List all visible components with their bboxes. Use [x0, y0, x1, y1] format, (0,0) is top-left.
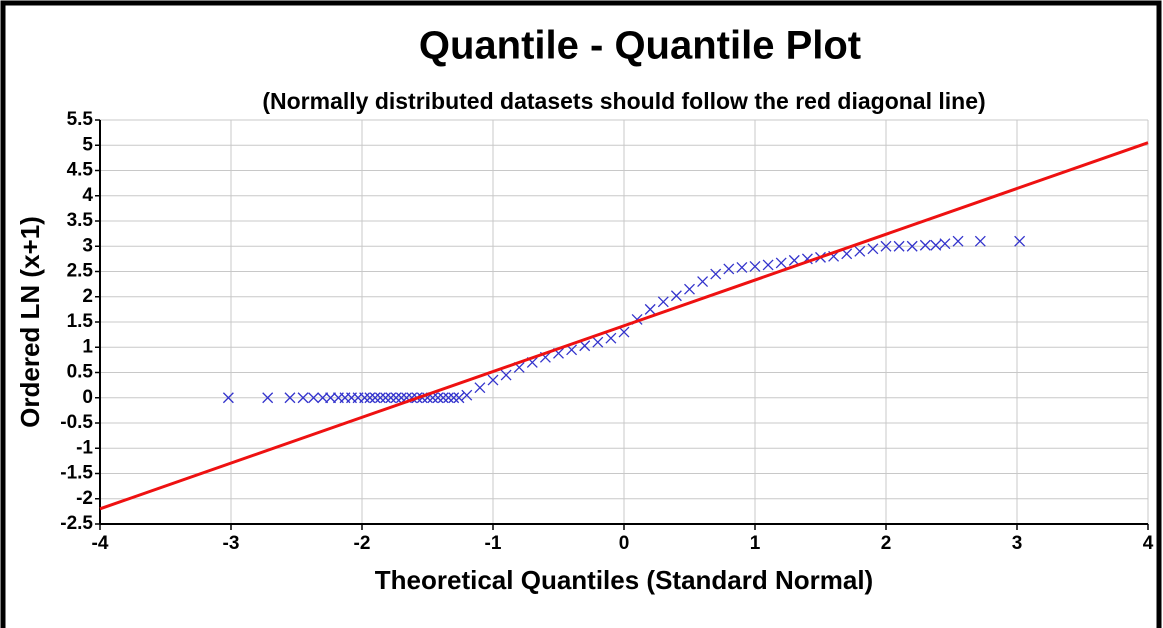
point: [952, 235, 964, 247]
point: [284, 392, 296, 404]
point: [762, 259, 774, 271]
point: [592, 336, 604, 348]
y-tick-label: 0.5: [67, 362, 94, 383]
point: [380, 392, 392, 404]
point: [644, 303, 656, 315]
x-tick-label: 3: [1012, 533, 1023, 554]
point: [906, 240, 918, 252]
point: [893, 240, 905, 252]
point: [670, 290, 682, 302]
point: [474, 382, 486, 394]
y-tick-label: 0: [82, 387, 93, 408]
point: [684, 283, 695, 295]
point: [390, 392, 402, 404]
point: [437, 392, 449, 404]
x-tick-label: -1: [485, 533, 502, 554]
point: [919, 239, 931, 251]
y-tick-label: 2.5: [67, 261, 94, 282]
point: [974, 235, 986, 247]
point: [297, 392, 309, 404]
point: [443, 392, 454, 404]
x-axis-title: Theoretical Quantiles (Standard Normal): [375, 565, 873, 595]
point: [930, 239, 942, 251]
point: [432, 392, 444, 404]
point: [579, 340, 591, 352]
point: [487, 374, 499, 386]
point: [775, 257, 787, 269]
x-tick-label: -3: [223, 533, 240, 554]
point: [1014, 235, 1026, 247]
chart-subtitle: (Normally distributed datasets should fo…: [262, 88, 985, 114]
point: [385, 392, 397, 404]
y-tick-label: 1.5: [67, 311, 94, 332]
point: [867, 243, 879, 255]
point: [736, 262, 748, 273]
point: [697, 276, 709, 288]
y-tick-label: -1: [76, 437, 93, 458]
point: [453, 392, 465, 404]
y-tick-label: -2: [76, 488, 93, 509]
y-tick-label: 3.5: [67, 210, 94, 231]
x-tick-label: -4: [92, 533, 109, 554]
x-tick-label: 2: [881, 533, 892, 554]
y-tick-label: 2: [82, 286, 93, 307]
y-tick-label: -0.5: [60, 412, 93, 433]
x-tick-label: -2: [354, 533, 371, 554]
x-tick-label: 0: [619, 533, 630, 554]
y-tick-label: -1.5: [60, 463, 93, 484]
point: [461, 389, 473, 401]
x-tick-label: 1: [750, 533, 761, 554]
point: [308, 392, 319, 404]
point: [448, 392, 460, 404]
y-tick-label: 5: [82, 134, 93, 155]
x-tick-label: 4: [1143, 533, 1154, 554]
point: [939, 238, 951, 250]
point: [317, 392, 329, 404]
y-tick-label: 4: [82, 185, 93, 206]
y-tick-label: -2.5: [60, 513, 93, 534]
y-axis-title: Ordered LN (x+1): [15, 216, 45, 428]
point: [262, 392, 274, 404]
point: [880, 240, 892, 252]
reference-line: [99, 141, 1149, 511]
point: [710, 268, 722, 280]
point: [374, 392, 386, 404]
point: [222, 392, 234, 404]
y-tick-label: 1: [82, 336, 93, 357]
y-tick-label: 3: [82, 235, 93, 256]
point: [364, 392, 376, 404]
point: [723, 263, 735, 275]
chart-title: Quantile - Quantile Plot: [419, 24, 861, 68]
point: [500, 369, 512, 381]
point: [369, 392, 381, 404]
point: [749, 260, 761, 272]
point: [359, 392, 371, 404]
point: [618, 326, 630, 338]
y-tick-label: 4.5: [67, 160, 94, 181]
point: [325, 392, 337, 404]
y-tick-label: 5.5: [67, 109, 94, 130]
point: [854, 245, 866, 257]
point: [605, 332, 617, 344]
point: [657, 296, 669, 308]
